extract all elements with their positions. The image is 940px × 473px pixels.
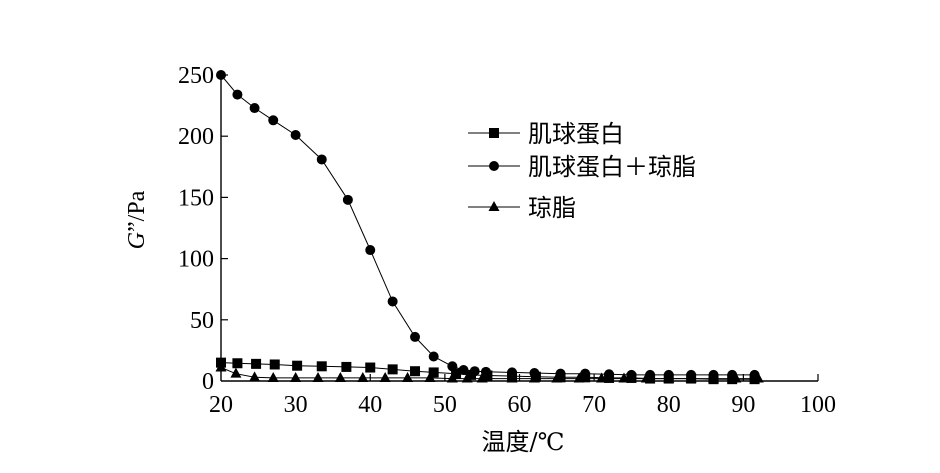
data-point-circle [708, 369, 719, 380]
data-point-circle [469, 366, 480, 377]
x-tick-label: 60 [508, 392, 532, 418]
legend-item: 琼脂 [468, 194, 576, 222]
data-point-circle [555, 368, 566, 379]
data-point-square [341, 361, 352, 372]
legend-label: 肌球蛋白 [528, 120, 624, 148]
legend-item: 肌球蛋白＋琼脂 [468, 153, 696, 181]
data-point-triangle [230, 367, 242, 378]
data-point-circle [249, 103, 260, 114]
data-point-circle [268, 115, 279, 126]
data-point-square [216, 357, 226, 368]
y-tick-label: 100 [178, 247, 214, 273]
axes [220, 75, 818, 382]
data-point-square [428, 367, 439, 378]
x-tick-label: 20 [209, 392, 233, 418]
legend-label: 琼脂 [528, 194, 576, 222]
data-point-square [316, 361, 327, 372]
data-point-square [251, 358, 262, 369]
data-point-circle [316, 154, 327, 165]
data-point-circle [529, 368, 540, 379]
data-point-triangle [249, 371, 261, 382]
data-point-circle [626, 369, 637, 380]
series-line-circle [220, 74, 755, 376]
y-tick-label: 250 [178, 63, 214, 89]
legend-marker-circle [489, 161, 499, 171]
data-point-square [365, 362, 376, 373]
data-point-square [269, 359, 280, 370]
legend-label: 肌球蛋白＋琼脂 [528, 153, 696, 181]
x-tick-label: 40 [358, 392, 382, 418]
data-point-circle [232, 89, 243, 100]
data-point-triangle [379, 371, 391, 382]
data-point-circle [342, 194, 353, 205]
data-point-circle [580, 368, 591, 379]
y-tick-label: 50 [190, 308, 214, 334]
data-point-circle [749, 369, 760, 380]
data-point-square [451, 368, 462, 379]
data-point-circle [428, 351, 439, 362]
legend-item: 肌球蛋白 [468, 120, 624, 148]
y-axis-title-unit: ”/Pa [124, 190, 150, 232]
series-circle [216, 70, 760, 380]
data-point-circle [387, 296, 398, 307]
ticks: 20 30 40 50 60 70 80 90 100 0 50 100 150 200 250 [178, 63, 836, 418]
x-tick-label: 50 [433, 392, 457, 418]
x-tick-label: 100 [800, 392, 836, 418]
x-tick-label: 90 [731, 392, 755, 418]
x-tick-label: 30 [284, 392, 308, 418]
data-point-circle [727, 369, 738, 380]
data-point-circle [645, 369, 656, 380]
data-point-square [387, 364, 398, 375]
data-point-circle [604, 369, 615, 380]
data-point-circle [480, 366, 491, 377]
data-point-circle [447, 361, 458, 372]
data-point-square [410, 366, 421, 377]
data-point-circle [458, 364, 469, 375]
y-axis-title-symbol: G [124, 232, 150, 249]
y-axis-title: G”/Pa [124, 190, 150, 249]
data-point-circle [216, 70, 226, 80]
data-point-triangle [290, 371, 302, 382]
data-point-circle [507, 367, 518, 378]
data-point-square [232, 358, 243, 369]
legend-marker-square [489, 128, 499, 138]
x-tick-label: 80 [657, 392, 681, 418]
data-point-circle [365, 245, 376, 256]
data-point-circle [410, 331, 421, 342]
y-tick-label: 0 [202, 369, 214, 395]
x-tick-label: 70 [582, 392, 606, 418]
data-point-triangle [402, 371, 414, 382]
data-point-circle [686, 369, 697, 380]
data-point-square [292, 360, 303, 371]
y-tick-label: 150 [178, 185, 214, 211]
data-point-triangle [334, 371, 346, 382]
series-layer [215, 70, 764, 385]
data-point-square [465, 369, 476, 380]
data-point-triangle [357, 371, 369, 382]
legend-marker-triangle [488, 201, 500, 211]
data-point-triangle [267, 371, 279, 382]
y-tick-label: 200 [178, 124, 214, 150]
data-point-circle [290, 129, 301, 140]
data-point-triangle [312, 371, 324, 382]
data-point-circle [663, 369, 674, 380]
x-axis-title: 温度/℃ [482, 428, 565, 456]
